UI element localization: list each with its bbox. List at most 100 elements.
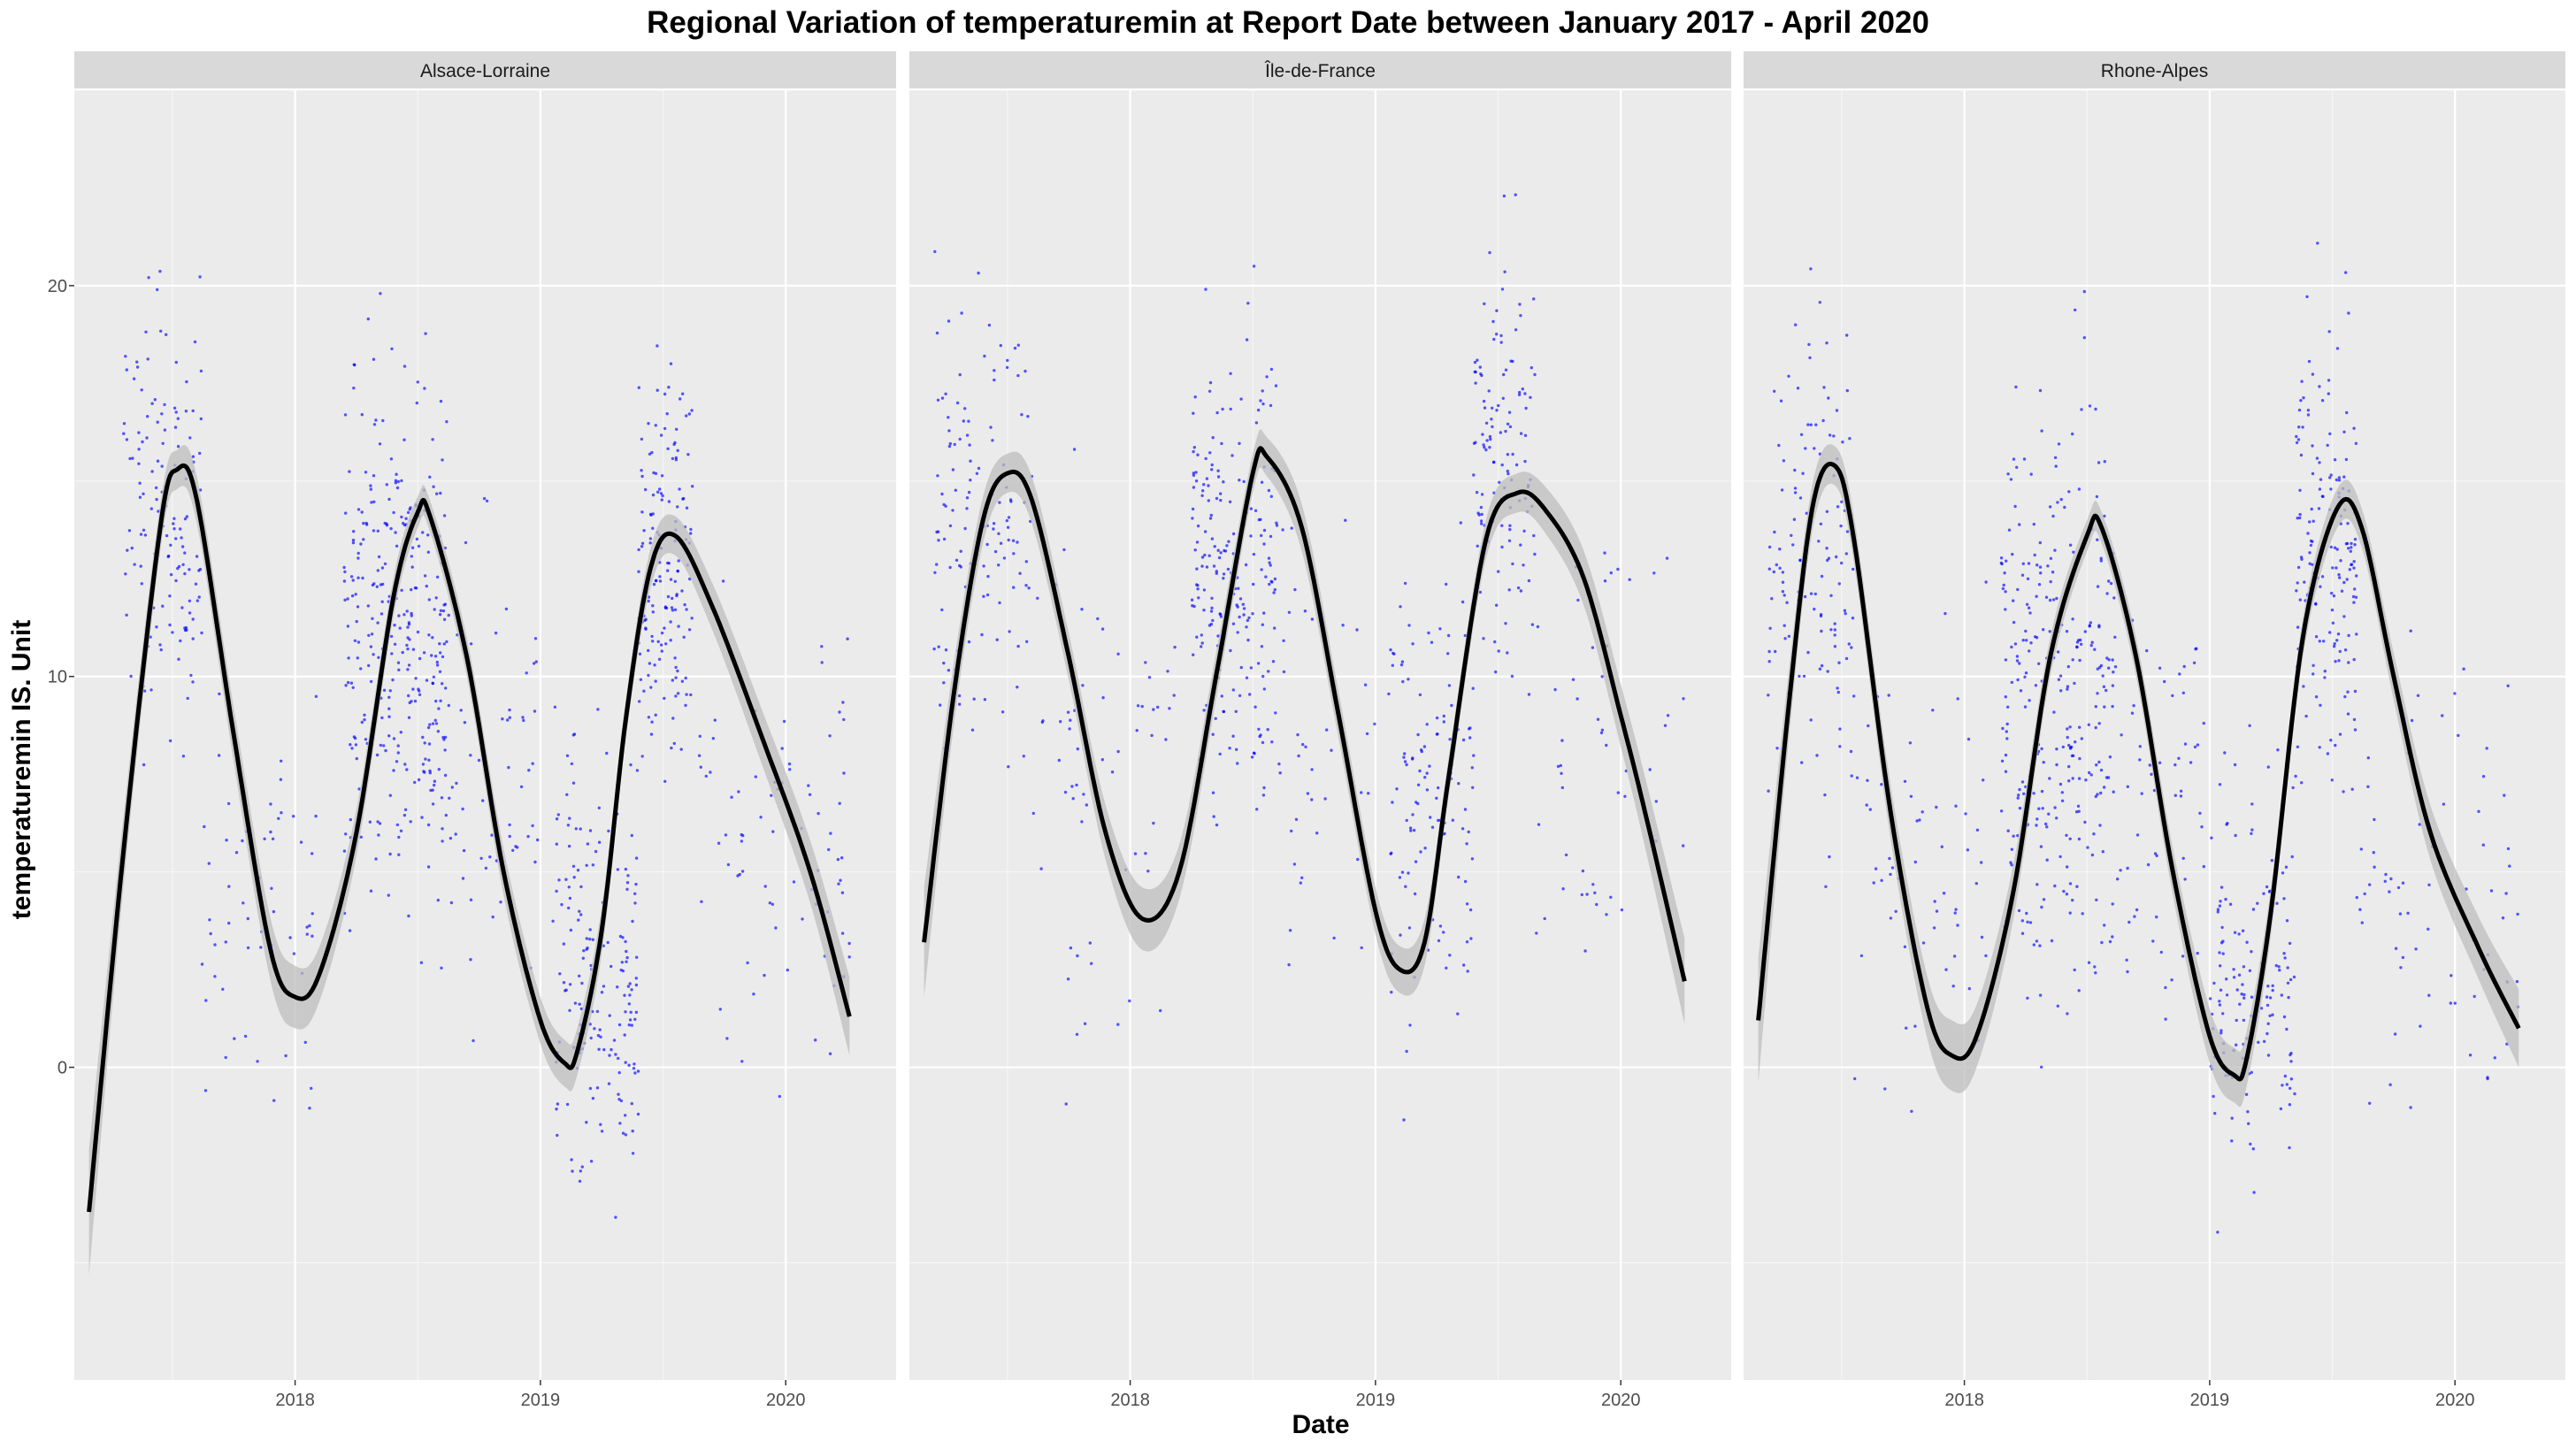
scatter-point <box>2414 947 2418 951</box>
scatter-point <box>2022 792 2026 795</box>
scatter-point <box>2012 457 2016 461</box>
scatter-point <box>2041 807 2044 810</box>
scatter-point <box>980 632 984 637</box>
scatter-point <box>1499 341 1503 344</box>
scatter-point <box>1407 871 1410 875</box>
scatter-point <box>681 497 685 501</box>
scatter-point <box>2111 704 2114 709</box>
scatter-point <box>433 608 436 611</box>
scatter-point <box>2225 993 2229 997</box>
scatter-point <box>634 983 639 987</box>
scatter-point <box>1576 598 1580 602</box>
scatter-point <box>2296 625 2300 629</box>
x-tick-label: 2018 <box>275 1391 315 1410</box>
scatter-point <box>522 718 525 723</box>
scatter-point <box>1238 479 1241 482</box>
scatter-point <box>197 595 201 599</box>
scatter-point <box>565 754 570 757</box>
scatter-point <box>490 833 494 837</box>
scatter-point <box>634 856 639 860</box>
scatter-point <box>418 693 422 696</box>
scatter-point <box>578 974 581 978</box>
scatter-point <box>763 885 767 888</box>
scatter-point <box>217 754 221 757</box>
scatter-point <box>1404 885 1407 888</box>
scatter-point <box>1006 358 1009 363</box>
scatter-point <box>1460 600 1465 604</box>
scatter-point <box>1208 451 1212 455</box>
scatter-point <box>2076 639 2081 642</box>
scatter-point <box>1407 926 1412 930</box>
scatter-point <box>442 603 446 607</box>
scatter-point <box>2329 487 2333 491</box>
scatter-point <box>2017 794 2020 797</box>
scatter-point <box>1853 1077 1857 1081</box>
scatter-point <box>634 882 638 886</box>
scatter-point <box>2516 912 2519 916</box>
scatter-point <box>433 718 437 722</box>
scatter-point <box>792 880 796 884</box>
scatter-point <box>1429 816 1432 819</box>
scatter-point <box>939 703 942 707</box>
scatter-point <box>350 594 355 598</box>
scatter-point <box>578 1179 582 1184</box>
scatter-point <box>666 594 671 599</box>
scatter-point <box>2248 724 2251 727</box>
facet-strip-label: Île-de-France <box>1264 61 1376 81</box>
scatter-point <box>179 527 182 531</box>
scatter-point <box>1504 622 1507 625</box>
scatter-point <box>2427 883 2431 886</box>
scatter-point <box>427 598 431 602</box>
scatter-point <box>1222 572 1226 576</box>
scatter-point <box>2060 791 2064 794</box>
scatter-point <box>191 680 195 684</box>
scatter-point <box>1474 370 1477 374</box>
scatter-point <box>179 639 182 643</box>
scatter-point <box>233 1037 236 1040</box>
scatter-point <box>1261 794 1266 797</box>
scatter-point <box>1844 656 1849 661</box>
scatter-point <box>2477 809 2480 813</box>
scatter-point <box>519 785 524 789</box>
scatter-point <box>1231 532 1236 536</box>
scatter-point <box>2285 1083 2288 1086</box>
scatter-point <box>508 823 511 827</box>
scatter-point <box>1088 941 1092 945</box>
scatter-point <box>2037 583 2042 586</box>
scatter-point <box>704 774 708 778</box>
scatter-point <box>2330 608 2334 612</box>
scatter-point <box>579 827 582 831</box>
scatter-point <box>280 759 283 763</box>
scatter-point <box>2040 789 2044 794</box>
scatter-point <box>1257 518 1261 522</box>
scatter-point <box>1792 518 1797 521</box>
scatter-point <box>288 936 292 939</box>
scatter-point <box>1980 861 1983 864</box>
scatter-point <box>2295 434 2298 439</box>
scatter-point <box>204 999 208 1002</box>
scatter-point <box>725 1037 729 1040</box>
scatter-point <box>1461 738 1466 742</box>
scatter-point <box>2335 347 2340 350</box>
scatter-point <box>388 852 392 856</box>
scatter-point <box>2111 658 2114 662</box>
scatter-point <box>2296 745 2300 748</box>
scatter-point <box>2427 993 2431 997</box>
scatter-point <box>1616 791 1621 794</box>
scatter-point <box>139 533 143 536</box>
scatter-point <box>349 575 354 579</box>
scatter-point <box>1838 727 1842 731</box>
scatter-point <box>461 877 465 880</box>
scatter-point <box>2300 380 2304 383</box>
scatter-point <box>353 363 356 367</box>
scatter-point <box>221 987 225 992</box>
scatter-point <box>2181 954 2185 958</box>
scatter-point <box>126 548 129 552</box>
scatter-point <box>441 682 444 686</box>
scatter-point <box>737 790 740 794</box>
scatter-point <box>2350 563 2353 567</box>
scatter-point <box>387 695 391 699</box>
scatter-point <box>2337 479 2342 482</box>
scatter-point <box>1437 939 1441 943</box>
scatter-point <box>161 604 165 608</box>
